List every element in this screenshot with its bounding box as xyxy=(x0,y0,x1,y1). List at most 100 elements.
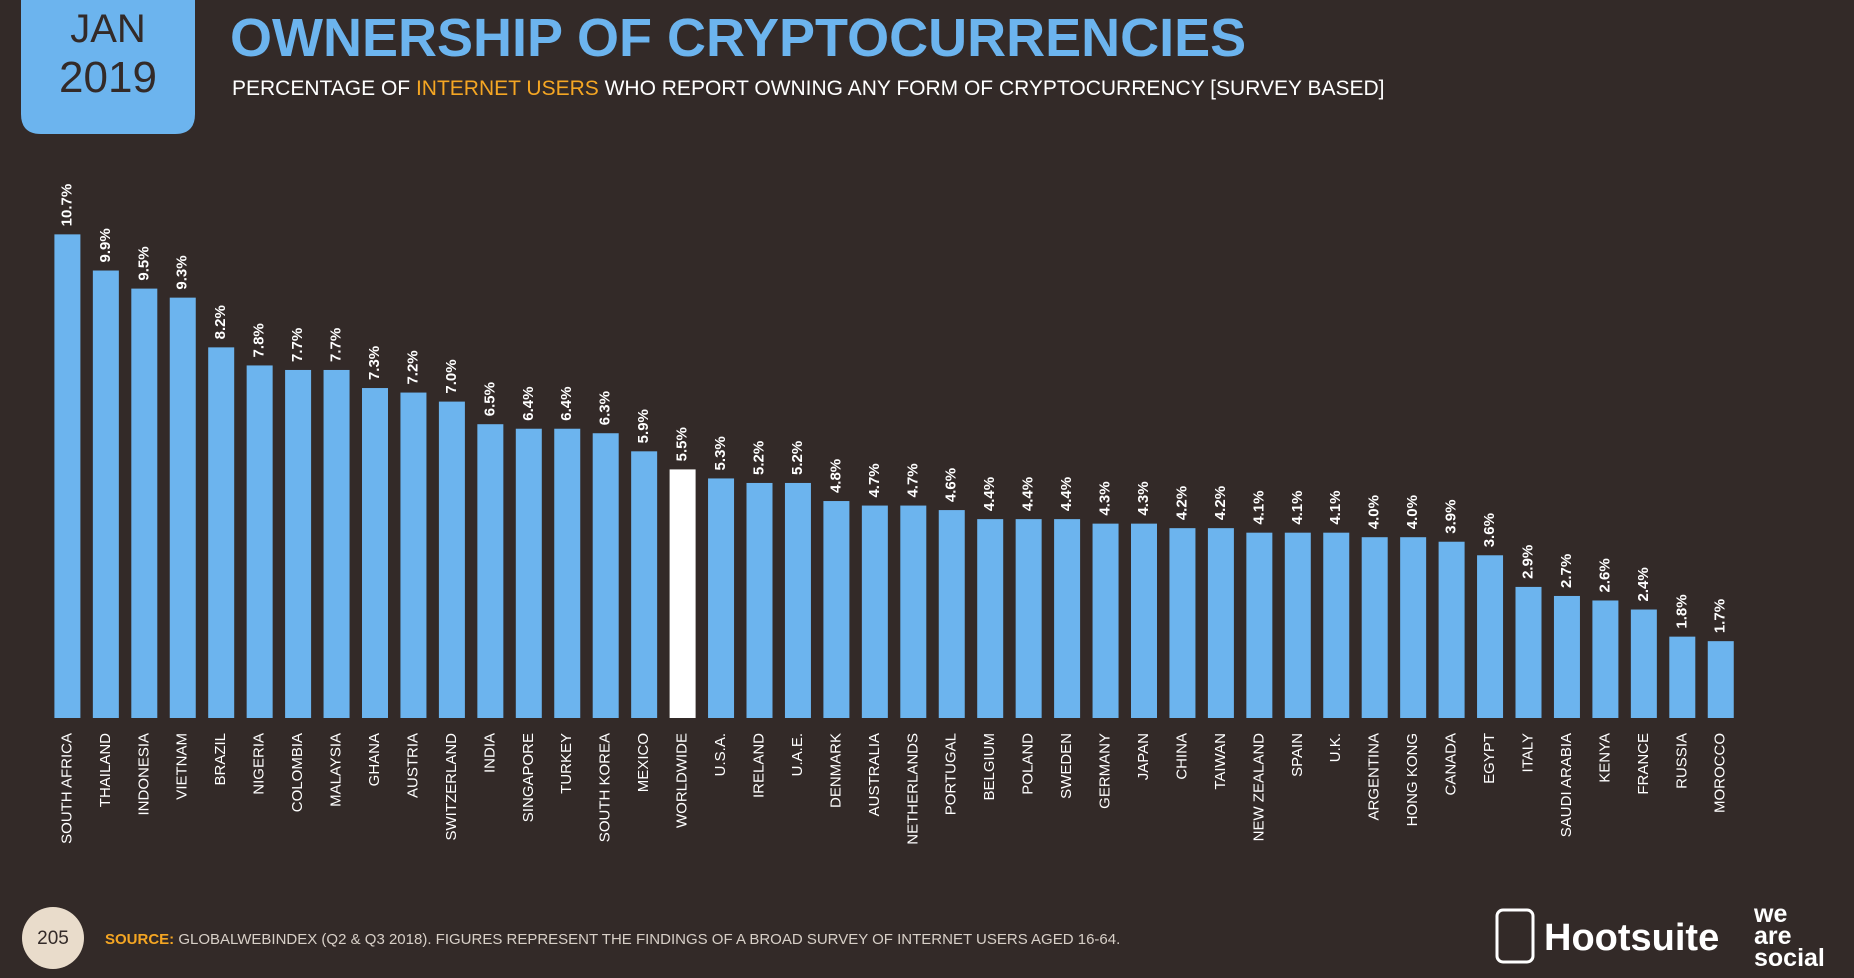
value-label: 4.6% xyxy=(943,468,960,502)
bar xyxy=(823,501,850,718)
value-label: 7.8% xyxy=(251,323,268,357)
x-tick-label: PORTUGAL xyxy=(943,733,960,815)
value-label: 4.2% xyxy=(1212,486,1229,520)
bar xyxy=(169,297,196,718)
bar xyxy=(1054,519,1081,718)
x-tick-label: U.A.E. xyxy=(789,733,806,776)
bar xyxy=(323,369,350,718)
value-label: 3.9% xyxy=(1443,500,1460,534)
value-label: 5.5% xyxy=(674,427,691,461)
bar xyxy=(438,401,465,718)
x-tick-label: NEW ZEALAND xyxy=(1250,733,1267,842)
value-label: 4.7% xyxy=(866,463,883,497)
x-tick-label: VIETNAM xyxy=(174,733,191,800)
bar xyxy=(1323,532,1350,718)
value-label: 7.7% xyxy=(328,328,345,362)
value-label: 2.6% xyxy=(1596,558,1613,592)
bar xyxy=(131,288,158,718)
value-label: 7.0% xyxy=(443,359,460,393)
x-tick-label: MEXICO xyxy=(635,733,652,792)
logo-hootsuite: Hootsuite xyxy=(1544,917,1719,959)
x-tick-label: IRELAND xyxy=(750,733,767,798)
value-label: 6.4% xyxy=(558,387,575,421)
bar xyxy=(554,428,581,718)
bar xyxy=(784,482,811,718)
bar xyxy=(1361,537,1388,718)
value-label: 2.7% xyxy=(1558,554,1575,588)
date-badge xyxy=(21,0,195,134)
bar xyxy=(1169,528,1196,718)
bar xyxy=(861,505,888,718)
bar xyxy=(1477,555,1504,718)
value-label: 6.3% xyxy=(597,391,614,425)
bar xyxy=(592,433,619,718)
source-text: GLOBALWEBINDEX (Q2 & Q3 2018). FIGURES R… xyxy=(174,931,1120,948)
value-label: 4.4% xyxy=(1058,477,1075,511)
x-tick-label: BRAZIL xyxy=(212,733,229,786)
bar xyxy=(1246,532,1273,718)
subtitle-part: WHO REPORT OWNING ANY FORM OF CRYPTOCURR… xyxy=(599,77,1385,100)
value-label: 6.4% xyxy=(520,387,537,421)
x-tick-label: INDONESIA xyxy=(135,733,152,816)
bar xyxy=(400,392,427,718)
x-tick-label: SAUDI ARABIA xyxy=(1558,733,1575,837)
value-label: 5.9% xyxy=(635,409,652,443)
bar xyxy=(477,424,504,718)
x-tick-label: GERMANY xyxy=(1097,733,1114,809)
bar xyxy=(746,482,773,718)
x-tick-label: SWEDEN xyxy=(1058,733,1075,799)
value-label: 9.5% xyxy=(135,246,152,280)
value-label: 4.1% xyxy=(1289,490,1306,524)
bar xyxy=(362,388,388,718)
x-tick-label: SPAIN xyxy=(1289,733,1306,777)
value-label: 2.4% xyxy=(1635,567,1652,601)
x-tick-label: THAILAND xyxy=(97,733,114,807)
value-label: 7.3% xyxy=(366,346,383,380)
value-label: 1.8% xyxy=(1673,594,1690,628)
x-tick-label: SOUTH KOREA xyxy=(597,733,614,842)
x-tick-label: ITALY xyxy=(1519,733,1536,772)
x-tick-label: JAPAN xyxy=(1135,733,1152,780)
value-label: 5.3% xyxy=(712,436,729,470)
x-tick-label: SOUTH AFRICA xyxy=(58,733,75,844)
source-label: SOURCE: xyxy=(105,931,174,948)
bar xyxy=(1015,519,1042,718)
value-label: 1.7% xyxy=(1712,599,1729,633)
value-label: 4.4% xyxy=(1020,477,1037,511)
x-tick-label: KENYA xyxy=(1596,733,1613,783)
bar xyxy=(54,234,81,719)
bar xyxy=(938,510,965,718)
value-label: 4.4% xyxy=(981,477,998,511)
bar xyxy=(1131,523,1157,718)
logo-social: social xyxy=(1754,944,1825,972)
x-tick-label: SWITZERLAND xyxy=(443,733,460,841)
bar xyxy=(208,347,235,718)
value-label: 7.7% xyxy=(289,328,306,362)
badge-month: JAN xyxy=(70,7,146,51)
bar xyxy=(900,505,927,718)
bar xyxy=(285,369,312,718)
owl-icon xyxy=(1495,908,1535,964)
x-tick-label: ARGENTINA xyxy=(1366,733,1383,821)
value-label: 7.2% xyxy=(404,350,421,384)
bar xyxy=(1284,532,1311,718)
logo-we: we xyxy=(1753,900,1787,928)
chart-title: OWNERSHIP OF CRYPTOCURRENCIES xyxy=(230,8,1246,68)
value-label: 8.2% xyxy=(212,305,229,339)
x-tick-label: CHINA xyxy=(1173,733,1190,780)
subtitle-highlight: INTERNET USERS xyxy=(416,77,599,100)
subtitle-part: PERCENTAGE OF xyxy=(232,77,416,100)
bar xyxy=(1553,595,1580,718)
x-tick-label: AUSTRIA xyxy=(404,733,421,798)
x-tick-label: U.S.A. xyxy=(712,733,729,776)
value-label: 2.9% xyxy=(1519,545,1536,579)
x-tick-label: FRANCE xyxy=(1635,733,1652,795)
bar xyxy=(1400,537,1427,718)
value-label: 4.0% xyxy=(1404,495,1421,529)
bar xyxy=(1707,641,1734,718)
value-label: 5.2% xyxy=(789,441,806,475)
x-tick-label: HONG KONG xyxy=(1404,733,1421,826)
value-label: 4.2% xyxy=(1173,486,1190,520)
